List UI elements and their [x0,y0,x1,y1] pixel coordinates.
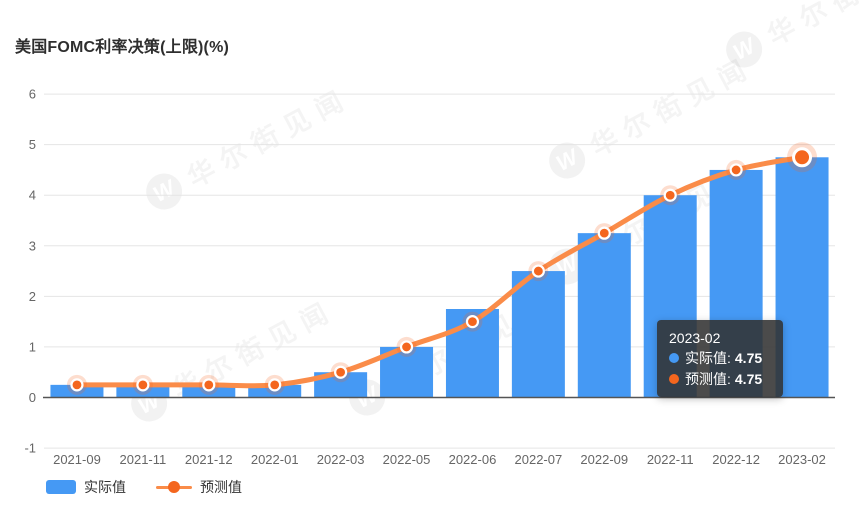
forecast-marker-2022-05[interactable] [399,340,414,354]
y-axis-tick-label: 1 [29,339,36,354]
x-axis-tick-label: 2022-01 [251,452,299,467]
y-axis-tick-label: 0 [29,390,36,405]
x-axis-tick-label: 2022-03 [317,452,365,467]
y-axis-tick-label: 3 [29,238,36,253]
forecast-marker-2022-06[interactable] [465,315,480,329]
y-axis-tick-label: 2 [29,289,36,304]
forecast-marker-2022-09[interactable] [597,226,611,240]
x-axis-tick-label: 2022-09 [580,452,628,467]
forecast-marker-2023-02[interactable] [792,147,813,168]
forecast-marker-2022-12[interactable] [729,163,743,177]
x-axis-tick-label: 2022-05 [383,452,431,467]
legend-bar-swatch-icon [46,480,76,494]
y-axis-tick-label: 4 [29,188,36,203]
x-axis-tick-label: 2022-06 [449,452,497,467]
forecast-marker-2021-09[interactable] [70,378,84,392]
x-axis-tick-label: 2021-12 [185,452,233,467]
legend-actual-label: 实际值 [84,479,126,495]
forecast-marker-2022-07[interactable] [531,264,545,278]
bar-actual-2022-07[interactable] [511,271,565,398]
y-axis-tick-label: -1 [24,441,36,456]
chart-title: 美国FOMC利率决策(上限)(%) [15,39,230,56]
legend-forecast-label: 预测值 [200,479,242,495]
forecast-marker-2022-11[interactable] [663,188,677,202]
forecast-marker-2021-11[interactable] [136,378,150,392]
x-axis-tick-label: 2022-07 [515,452,563,467]
legend-line-swatch-icon [156,480,192,494]
legend: 实际值 预测值 [46,477,242,497]
legend-item-actual[interactable]: 实际值 [46,477,126,497]
y-axis-tick-label: 5 [29,137,36,152]
bar-actual-2023-02[interactable] [775,157,829,398]
forecast-marker-2022-01[interactable] [268,378,282,392]
legend-item-forecast[interactable]: 预测值 [156,477,242,497]
y-axis-tick-label: 6 [29,87,36,102]
bar-actual-2022-09[interactable] [577,233,631,398]
bar-actual-2022-11[interactable] [643,195,697,398]
x-axis-tick-label: 2022-11 [647,452,694,467]
bar-actual-2022-12[interactable] [709,169,763,398]
forecast-marker-2021-12[interactable] [202,378,216,392]
x-axis-tick-label: 2021-09 [53,452,101,467]
x-axis-tick-label: 2023-02 [778,452,826,467]
forecast-marker-2022-03[interactable] [334,365,348,379]
x-axis-tick-label: 2021-11 [120,452,167,467]
x-axis-tick-label: 2022-12 [712,452,760,467]
